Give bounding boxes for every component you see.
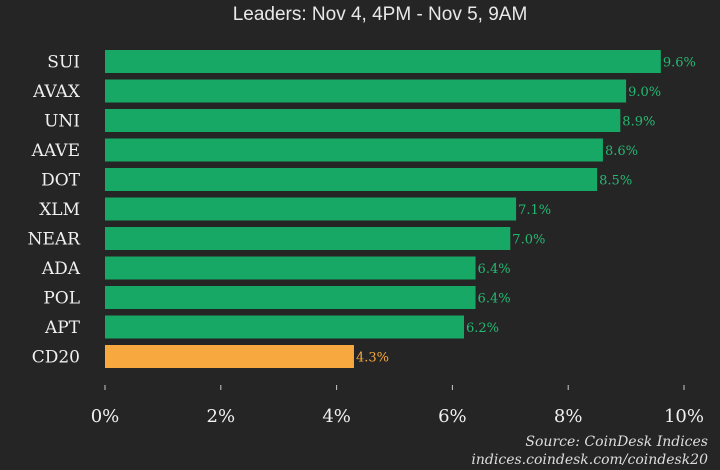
bar-xlm xyxy=(105,197,517,221)
bar-near xyxy=(105,227,511,250)
x-tick-label: 4% xyxy=(322,406,351,427)
data-label: 6.4% xyxy=(478,292,511,307)
category-label: UNI xyxy=(44,112,80,132)
category-label: CD20 xyxy=(32,348,80,368)
category-label: XLM xyxy=(39,200,80,220)
data-label: 9.6% xyxy=(663,56,696,71)
bar-pol xyxy=(105,286,476,309)
x-tick-label: 10% xyxy=(664,406,704,427)
category-label: AAVE xyxy=(31,141,80,161)
category-label: APT xyxy=(44,318,81,338)
bar-avax xyxy=(105,79,627,103)
category-label: POL xyxy=(43,289,80,309)
data-label: 6.2% xyxy=(466,321,499,336)
bar-uni xyxy=(105,109,621,132)
data-label: 9.0% xyxy=(628,85,661,100)
data-label: 7.0% xyxy=(512,233,545,248)
bar-sui xyxy=(105,50,661,73)
data-label: 8.5% xyxy=(599,174,632,189)
category-label: ADA xyxy=(41,259,81,279)
data-label: 8.6% xyxy=(605,144,638,159)
bar-ada xyxy=(105,256,476,280)
bar-aave xyxy=(105,138,603,162)
bar-cd20 xyxy=(105,345,354,368)
category-label: DOT xyxy=(41,171,81,191)
data-label: 6.4% xyxy=(478,262,511,277)
bar-dot xyxy=(105,168,598,191)
category-label: SUI xyxy=(47,53,80,73)
x-tick-label: 8% xyxy=(554,406,583,427)
data-label: 7.1% xyxy=(518,203,551,218)
data-label: 4.3% xyxy=(356,351,389,366)
source-text: Source: CoinDesk Indices xyxy=(525,434,708,450)
category-label: AVAX xyxy=(32,82,81,102)
data-label: 8.9% xyxy=(622,115,655,130)
x-tick-label: 0% xyxy=(91,406,120,427)
chart-subtitle: Leaders: Nov 4, 4PM - Nov 5, 9AM xyxy=(232,4,528,25)
category-label: NEAR xyxy=(28,230,82,250)
source-url: indices.coindesk.com/coindesk20 xyxy=(471,452,708,468)
x-tick-label: 2% xyxy=(207,406,236,427)
x-tick-label: 6% xyxy=(438,406,467,427)
bar-apt xyxy=(105,315,464,339)
